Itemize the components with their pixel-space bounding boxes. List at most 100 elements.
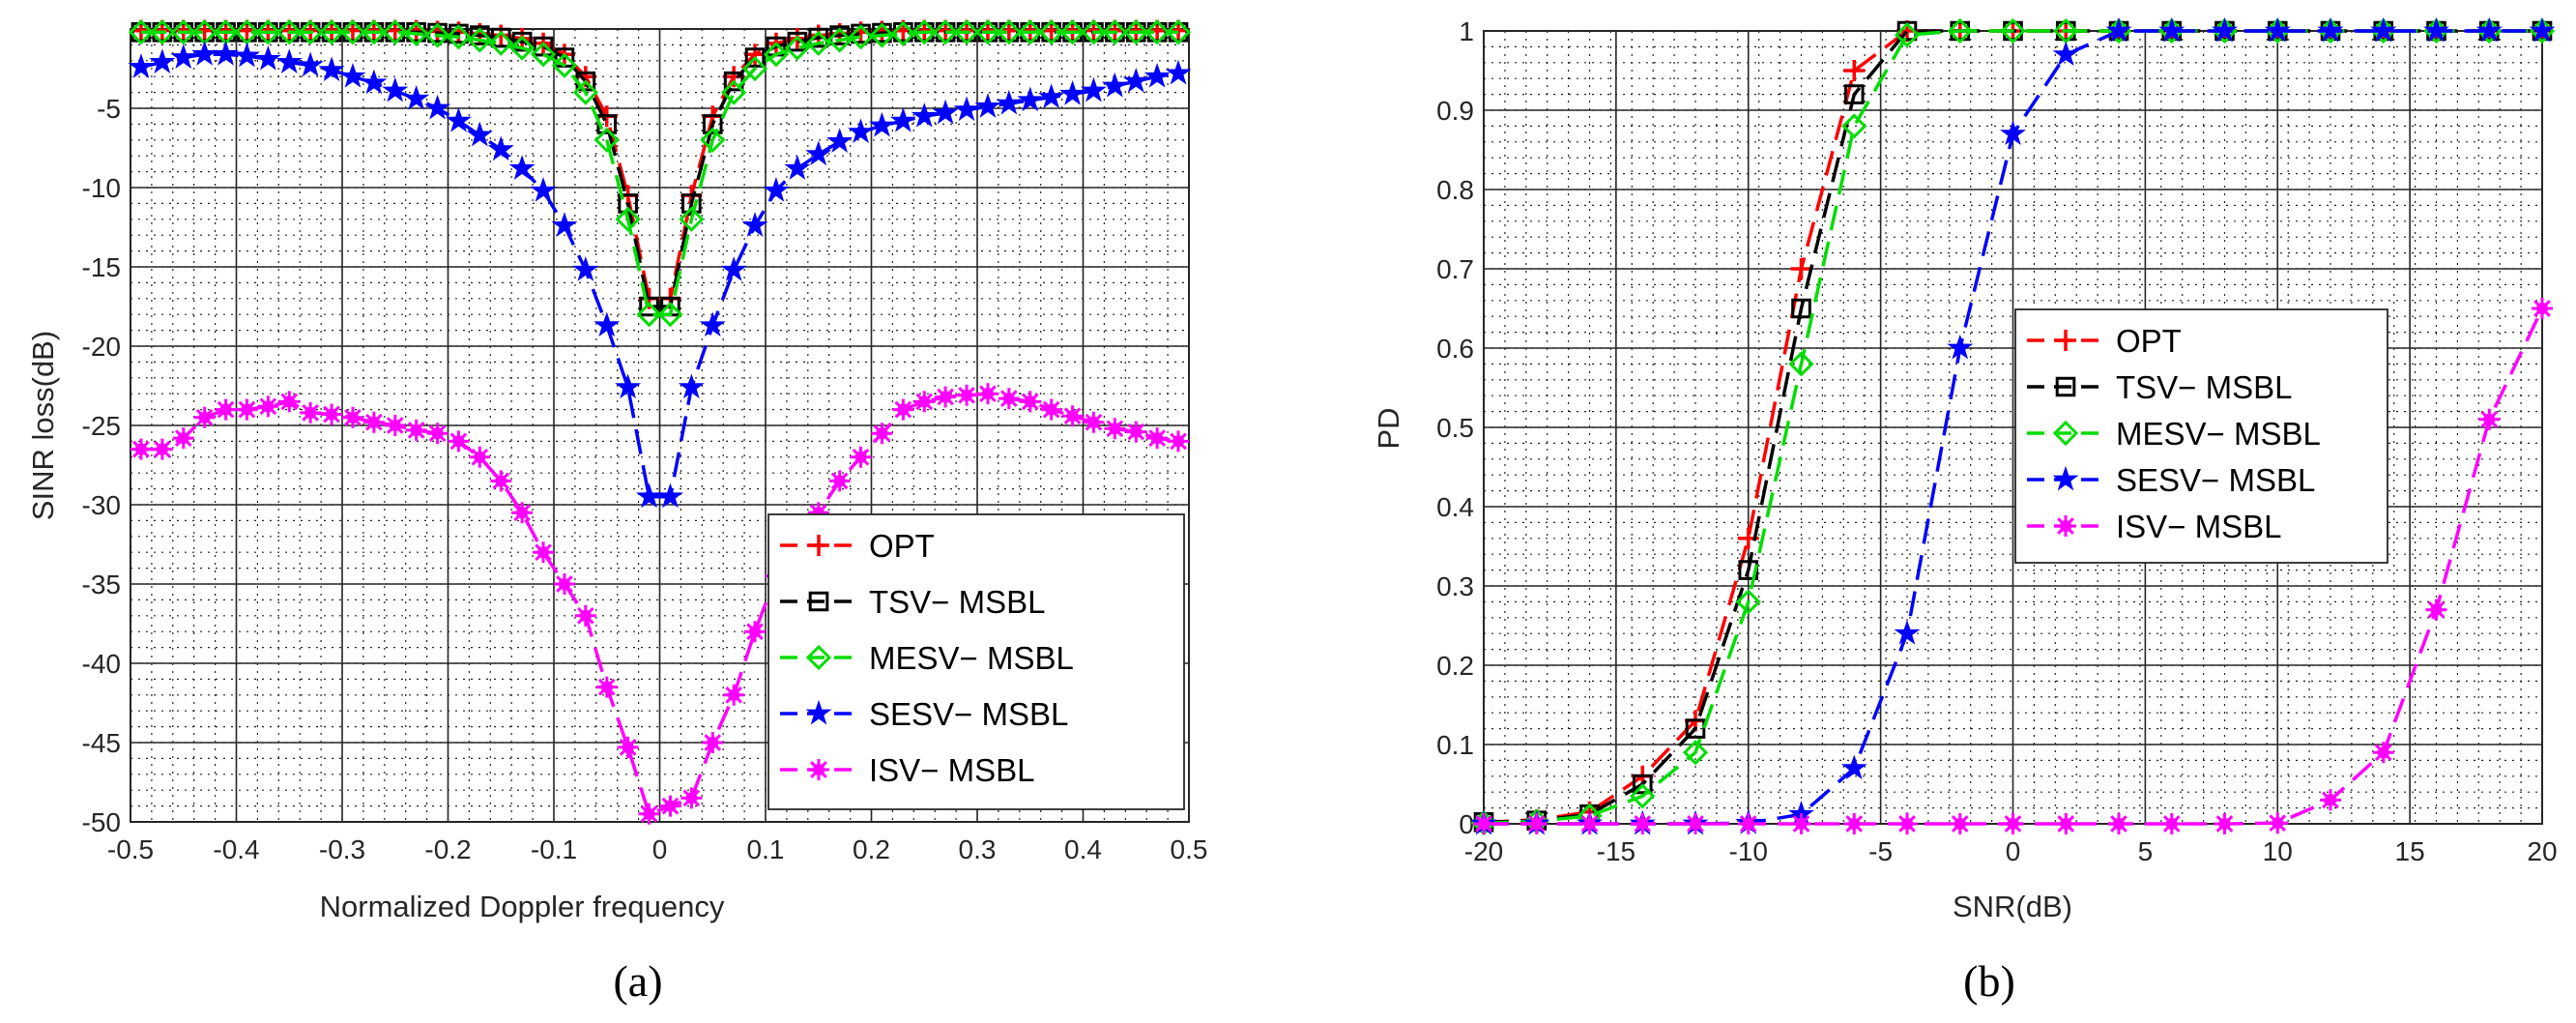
marker <box>2052 41 2079 67</box>
marker <box>2212 16 2238 43</box>
marker <box>405 419 427 441</box>
y-tick-label: -45 <box>82 728 121 758</box>
marker <box>869 22 895 48</box>
marker <box>2000 120 2026 146</box>
marker <box>763 42 790 68</box>
marker <box>892 398 914 421</box>
legend-entry: OPT <box>780 528 935 564</box>
marker <box>974 19 1001 45</box>
marker <box>318 56 345 82</box>
marker <box>2105 16 2132 43</box>
marker <box>130 438 152 460</box>
sinr-loss-chart: -0.5 -0.4 -0.3 -0.2 -0.1 0 0.1 0.2 0.3 0.4 0.5 -5 -1… <box>26 19 1207 1006</box>
marker <box>1122 67 1149 93</box>
marker <box>1841 113 1867 139</box>
marker <box>466 121 493 147</box>
marker <box>2055 515 2076 537</box>
legend-entry: MESV− MSBL <box>2027 416 2321 452</box>
marker <box>656 482 683 509</box>
marker <box>151 438 173 460</box>
marker <box>1144 19 1171 45</box>
marker <box>215 398 237 421</box>
marker <box>1632 813 1654 834</box>
marker <box>1038 83 1065 109</box>
marker <box>297 51 324 77</box>
marker <box>1146 427 1169 450</box>
marker <box>1947 17 1973 44</box>
marker <box>593 311 621 337</box>
legend-label: ISV− MSBL <box>2116 509 2282 544</box>
marker <box>487 135 514 161</box>
marker <box>448 430 470 453</box>
marker <box>933 19 959 45</box>
marker <box>912 19 938 45</box>
marker <box>403 20 429 47</box>
legend-entry: SESV− MSBL <box>780 696 1068 732</box>
y-tick-label: -50 <box>82 807 121 837</box>
grid <box>130 28 1190 823</box>
x-tick-label: 0.1 <box>747 834 785 864</box>
marker <box>511 502 534 524</box>
marker <box>149 48 176 73</box>
marker <box>977 383 999 405</box>
legend-label: TSV− MSBL <box>869 584 1045 620</box>
panel-label-b: (b) <box>1963 956 2015 1006</box>
marker <box>278 391 301 413</box>
marker <box>721 79 747 105</box>
x-tick-label: 0.4 <box>1064 834 1102 864</box>
y-tick-label: -10 <box>82 173 121 203</box>
marker <box>681 193 702 214</box>
marker <box>2372 742 2394 764</box>
legend-entry: SESV− MSBL <box>2027 462 2315 498</box>
marker <box>170 44 197 70</box>
marker <box>1630 783 1656 809</box>
marker <box>384 415 406 436</box>
x-tick-label: -10 <box>1729 836 1768 866</box>
marker <box>2317 16 2344 43</box>
marker <box>808 759 829 780</box>
y-tick-label: 0.2 <box>1436 651 1474 681</box>
x-tick-label: -0.4 <box>213 834 259 864</box>
series-mesv-msbl <box>128 19 1192 328</box>
marker <box>699 311 726 337</box>
marker <box>1123 19 1149 45</box>
marker <box>339 19 366 45</box>
marker <box>763 177 790 202</box>
legend-entry: TSV− MSBL <box>2027 369 2292 405</box>
marker <box>974 93 1001 118</box>
legend-label: OPT <box>869 528 935 564</box>
marker <box>720 256 747 281</box>
legend-label: MESV− MSBL <box>869 640 1074 676</box>
marker <box>467 27 493 53</box>
marker <box>1735 589 1761 615</box>
marker <box>741 212 768 237</box>
marker <box>318 19 345 45</box>
marker <box>149 19 175 45</box>
marker <box>362 411 385 433</box>
marker <box>2055 376 2076 397</box>
x-tick-label: 0.3 <box>959 834 997 864</box>
marker <box>596 114 618 134</box>
marker <box>321 403 343 425</box>
axes-box <box>130 28 1190 823</box>
x-tick-label: -0.2 <box>424 834 471 864</box>
marker <box>953 96 980 122</box>
marker <box>1040 398 1062 421</box>
marker <box>128 19 155 45</box>
x-axis-label: Normalized Doppler frequency <box>320 890 725 923</box>
y-tick-label: 0.6 <box>1436 334 1474 364</box>
marker <box>574 604 596 627</box>
marker <box>233 42 260 68</box>
marker <box>257 395 279 418</box>
x-axis-label: SNR(dB) <box>1953 890 2072 923</box>
marker <box>2478 408 2501 430</box>
marker <box>678 373 705 399</box>
marker <box>2052 420 2079 447</box>
marker <box>848 118 875 144</box>
marker <box>1080 76 1107 102</box>
series-group <box>128 19 1192 825</box>
marker <box>595 676 618 698</box>
y-tick-label: 0.5 <box>1436 413 1474 443</box>
marker <box>848 24 874 50</box>
y-tick-label: 0.4 <box>1436 492 1474 522</box>
